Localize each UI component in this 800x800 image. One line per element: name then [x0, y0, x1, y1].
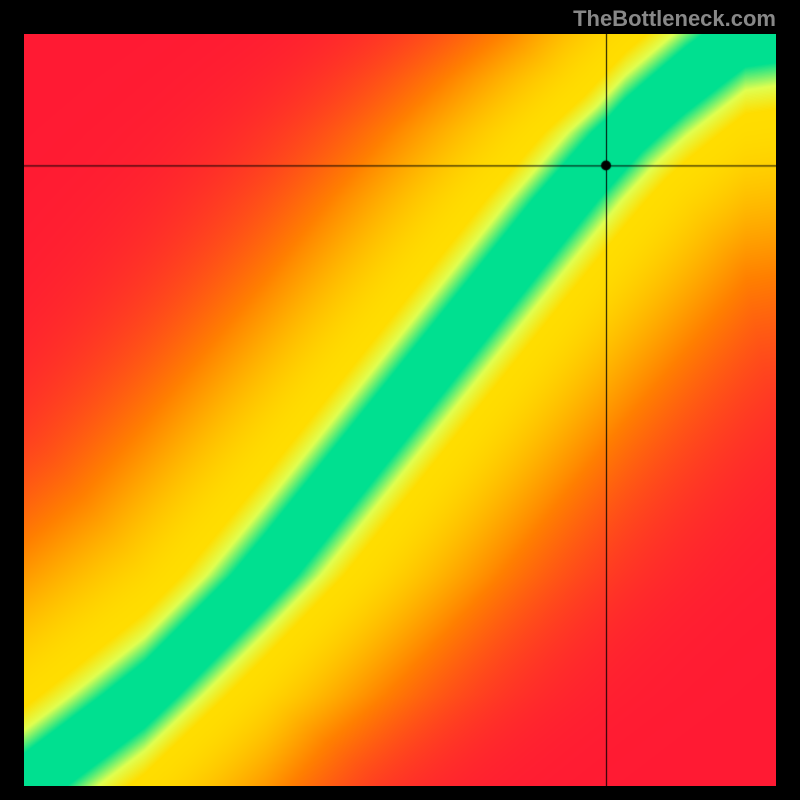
watermark-text: TheBottleneck.com: [573, 6, 776, 32]
heatmap-plot-area: [24, 34, 776, 786]
chart-container: TheBottleneck.com: [0, 0, 800, 800]
heatmap-canvas: [24, 34, 776, 786]
